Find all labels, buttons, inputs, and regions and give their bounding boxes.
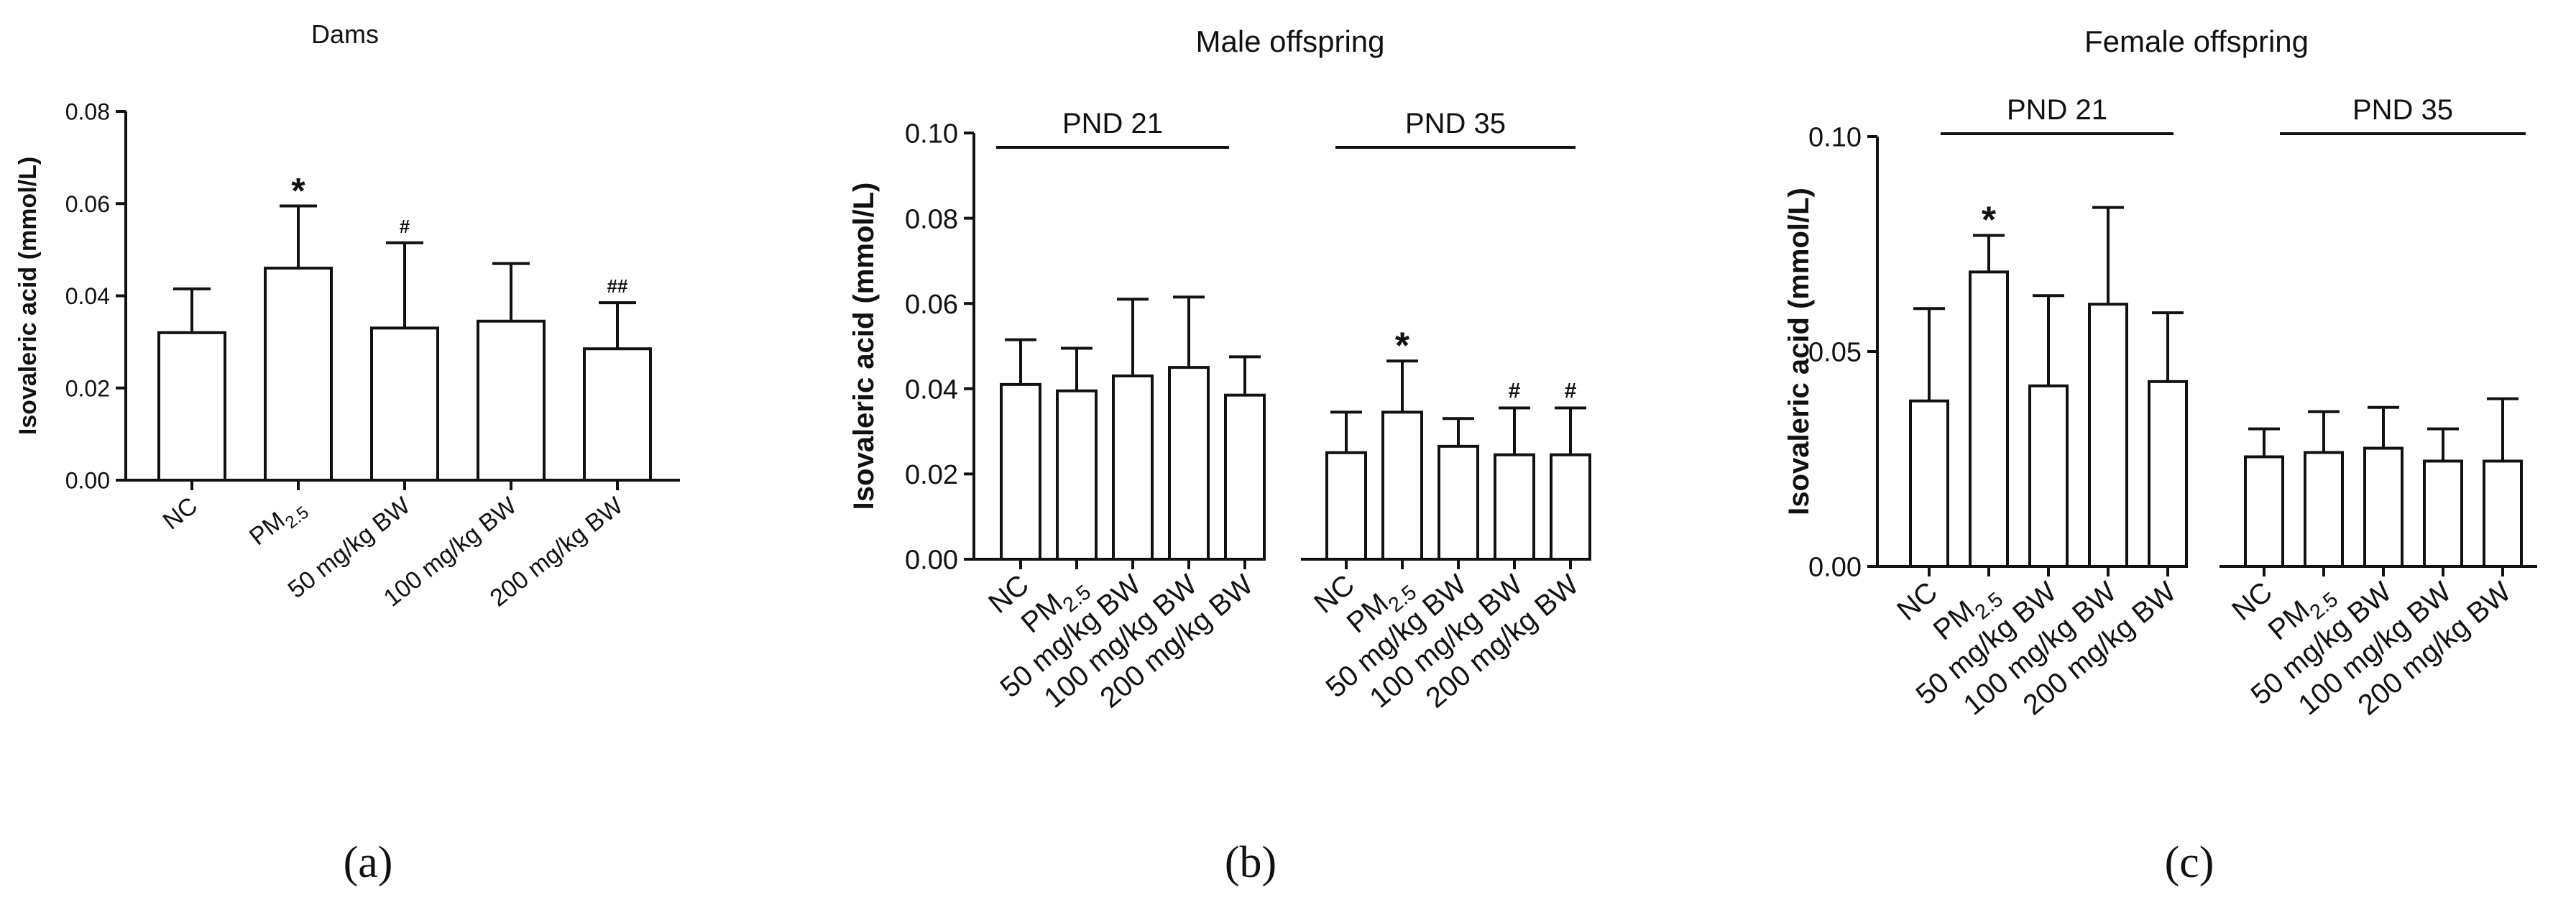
y-tick-label: 0.08	[905, 204, 958, 234]
bar	[2148, 380, 2188, 568]
group-label: PND 21	[2007, 94, 2107, 126]
bar	[1056, 389, 1098, 561]
bar	[2483, 459, 2523, 568]
panel-label: (b)	[1225, 838, 1276, 887]
bar	[157, 331, 226, 482]
group-label: PND 35	[2352, 94, 2453, 126]
bar	[1000, 382, 1041, 561]
bar	[1969, 270, 2009, 568]
y-tick-label: 0.10	[905, 119, 958, 150]
panel-label: (a)	[344, 838, 393, 887]
chart-title: Male offspring	[1195, 24, 1384, 58]
panel-label: (c)	[2165, 838, 2214, 887]
chart-title: Dams	[311, 19, 379, 49]
bar	[2423, 459, 2463, 568]
bar	[1224, 393, 1266, 561]
significance-marker: *	[1395, 325, 1410, 367]
bar	[1438, 444, 1479, 561]
bar	[2304, 451, 2344, 569]
bar	[2028, 384, 2069, 569]
y-tick-label: 0.00	[905, 546, 958, 576]
chart-title: Female offspring	[2084, 24, 2309, 58]
y-tick-label: 0.02	[905, 460, 958, 490]
y-tick-label: 0.10	[1808, 123, 1862, 153]
bar	[2244, 455, 2284, 569]
y-tick-label: 0.08	[65, 99, 110, 125]
significance-marker: ##	[607, 275, 628, 297]
group-label: PND 35	[1405, 108, 1506, 139]
bar	[1381, 410, 1423, 561]
bar	[2363, 446, 2404, 568]
significance-marker: *	[291, 170, 305, 211]
bar	[2088, 303, 2128, 568]
bar	[1909, 399, 1949, 569]
category-label: PM2.5	[244, 492, 313, 555]
category-label: NC	[158, 492, 203, 535]
group-label: PND 21	[1062, 108, 1163, 139]
y-axis-label: Isovaleric acid (mmol/L)	[848, 183, 880, 510]
bar	[1494, 453, 1535, 561]
bar	[370, 326, 439, 482]
significance-marker: *	[1982, 200, 1997, 242]
chart-male-offspring: Male offspring (b) Isovaleric acid (mmol/L…	[848, 24, 1591, 887]
bar	[1325, 451, 1367, 561]
y-tick-label: 0.06	[905, 290, 958, 320]
bar	[583, 347, 652, 482]
chart-dams: Dams (a) Isovaleric acid (mmol/L) 0.00 0.02 0…	[14, 19, 680, 887]
significance-marker: #	[1565, 379, 1577, 403]
bar	[264, 267, 333, 482]
y-tick-label: 0.04	[905, 374, 958, 405]
bar	[1550, 453, 1591, 561]
significance-marker: #	[1509, 379, 1521, 403]
bar	[1168, 366, 1210, 561]
y-tick-label: 0.04	[65, 283, 110, 309]
chart-female-offspring: Female offspring (c) Isovaleric acid (mmol…	[1783, 24, 2537, 887]
y-tick-label: 0.06	[65, 191, 110, 217]
y-tick-label: 0.00	[1808, 553, 1862, 583]
bar	[1112, 374, 1154, 561]
bar	[477, 319, 546, 482]
y-axis-label: Isovaleric acid (mmol/L)	[14, 157, 42, 435]
y-tick-label: 0.02	[65, 375, 110, 401]
y-tick-label: 0.00	[65, 468, 110, 494]
y-axis-label: Isovaleric acid (mmol/L)	[1783, 188, 1815, 515]
significance-marker: #	[400, 216, 410, 237]
y-tick-label: 0.05	[1808, 338, 1862, 368]
